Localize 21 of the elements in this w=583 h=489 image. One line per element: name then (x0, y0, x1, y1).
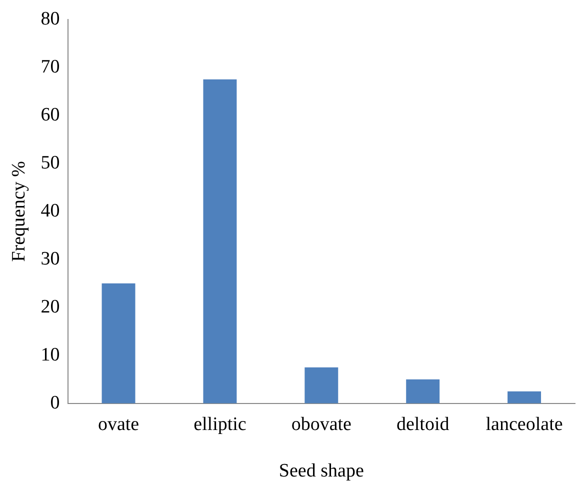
y-tick-label: 60 (40, 104, 60, 126)
bar (304, 367, 338, 404)
y-tick-label: 10 (40, 344, 60, 366)
x-tick-label: ovate (98, 414, 140, 435)
y-tick-label: 50 (40, 152, 60, 174)
x-axis-title: Seed shape (278, 460, 364, 482)
y-tick-label: 80 (40, 8, 60, 30)
x-tick-label: deltoid (396, 414, 450, 435)
y-tick-label: 0 (50, 392, 60, 414)
y-tick-label: 20 (40, 296, 60, 318)
bar (102, 283, 136, 404)
y-tick-label: 70 (40, 56, 60, 78)
x-tick-label: lanceolate (486, 414, 563, 435)
x-tick-label: elliptic (194, 414, 246, 435)
y-tick-label: 40 (40, 200, 60, 222)
bar (508, 391, 542, 404)
y-axis-title: Frequency % (8, 160, 30, 262)
bar (203, 79, 237, 404)
y-tick-label: 30 (40, 248, 60, 270)
x-tick-label: obovate (291, 414, 352, 435)
bar (406, 379, 440, 404)
